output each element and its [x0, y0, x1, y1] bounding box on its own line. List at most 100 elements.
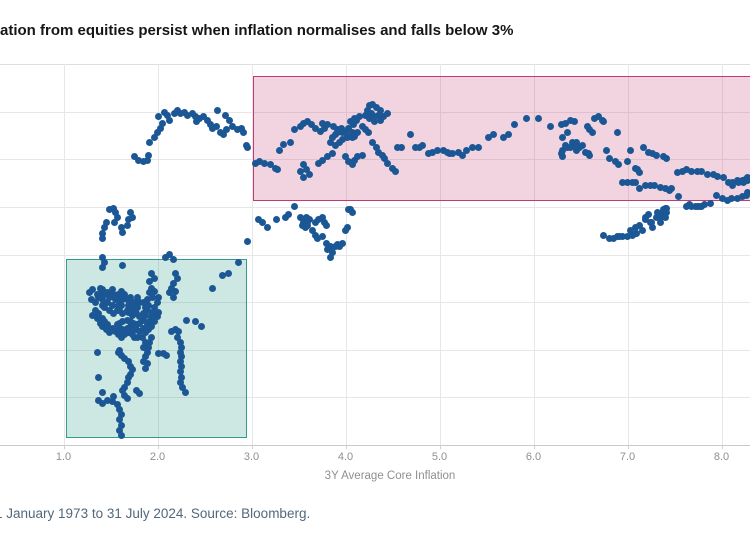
scatter-point	[166, 251, 174, 259]
scatter-point	[178, 343, 186, 351]
scatter-point	[146, 318, 154, 326]
scatter-point	[398, 144, 406, 152]
scatter-point	[374, 111, 382, 119]
scatter-point	[683, 166, 691, 174]
scatter-point	[326, 139, 334, 147]
gridline-vertical	[251, 64, 253, 445]
scatter-point	[648, 218, 656, 226]
scatter-point	[143, 348, 151, 356]
scatter-point	[291, 203, 299, 211]
scatter-point	[348, 161, 356, 169]
scatter-point	[363, 106, 371, 114]
scatter-point	[484, 133, 492, 141]
scatter-point	[118, 224, 126, 232]
scatter-point	[179, 384, 187, 392]
scatter-point	[93, 348, 101, 356]
scatter-point	[154, 349, 162, 357]
scatter-point	[139, 344, 147, 352]
scatter-point	[219, 130, 227, 138]
scatter-point	[133, 309, 141, 317]
scatter-point	[148, 269, 156, 277]
scatter-point	[646, 181, 654, 189]
scatter-point	[631, 179, 639, 187]
scatter-point	[342, 128, 349, 136]
scatter-point	[348, 209, 356, 217]
scatter-point	[406, 131, 414, 139]
scatter-point	[94, 309, 102, 317]
scatter-point	[369, 100, 377, 108]
scatter-point	[328, 149, 336, 157]
scatter-point	[291, 126, 299, 134]
scatter-point	[244, 238, 252, 246]
scatter-point	[661, 213, 669, 221]
scatter-point	[183, 316, 191, 324]
scatter-point	[99, 296, 107, 304]
scatter-point	[141, 364, 149, 372]
scatter-point	[734, 179, 742, 187]
scatter-point	[116, 406, 124, 414]
scatter-point	[166, 289, 174, 297]
scatter-point	[373, 143, 381, 151]
scatter-point	[354, 153, 362, 161]
scatter-point	[276, 146, 284, 154]
scatter-point	[653, 151, 661, 159]
scatter-point	[644, 148, 652, 156]
x-tick-mark	[533, 445, 535, 449]
scatter-point	[566, 116, 574, 124]
scatter-point	[171, 269, 179, 277]
scatter-point	[309, 226, 317, 234]
scatter-point	[108, 324, 116, 332]
scatter-point	[563, 129, 571, 137]
scatter-point	[156, 124, 164, 132]
gridline-vertical	[157, 64, 159, 445]
scatter-point	[118, 411, 126, 419]
scatter-point	[131, 153, 139, 161]
scatter-point	[139, 299, 147, 307]
scatter-point	[308, 121, 316, 129]
scatter-point	[101, 258, 109, 266]
x-axis-title: 3Y Average Core Inflation	[324, 470, 456, 482]
scatter-point	[104, 299, 112, 307]
scatter-point	[323, 221, 331, 229]
scatter-point	[139, 324, 147, 332]
scatter-point	[154, 308, 162, 316]
scatter-point	[193, 118, 201, 126]
scatter-point	[354, 129, 362, 137]
scatter-point	[631, 224, 639, 232]
scatter-point	[209, 124, 217, 132]
scatter-point	[311, 219, 319, 227]
scatter-point	[381, 154, 389, 162]
scatter-point	[178, 353, 186, 361]
scatter-point	[129, 324, 137, 332]
scatter-point	[628, 231, 636, 239]
scatter-point	[653, 213, 661, 221]
scatter-point	[214, 106, 222, 114]
scatter-point	[356, 113, 364, 121]
scatter-point	[148, 333, 156, 341]
scatter-point	[663, 209, 671, 217]
scatter-point	[279, 140, 287, 148]
scatter-point	[344, 158, 352, 166]
scatter-point	[626, 226, 634, 234]
scatter-point	[318, 233, 326, 241]
scatter-point	[139, 158, 147, 166]
scatter-point	[419, 141, 427, 149]
scatter-point	[558, 121, 566, 129]
scatter-point	[233, 126, 241, 134]
scatter-point	[284, 211, 292, 219]
scatter-point	[178, 373, 186, 381]
x-axis-line	[0, 445, 750, 446]
scatter-point	[591, 114, 599, 122]
scatter-point	[123, 378, 131, 386]
scatter-point	[286, 139, 294, 147]
scatter-point	[319, 119, 327, 127]
scatter-point	[619, 232, 627, 240]
scatter-point	[343, 133, 351, 141]
scatter-point	[489, 131, 497, 139]
scatter-point	[154, 298, 161, 306]
scatter-point	[119, 326, 127, 334]
scatter-point	[106, 329, 114, 337]
scatter-point	[143, 306, 151, 314]
scatter-point	[393, 143, 401, 151]
scatter-point	[128, 366, 136, 374]
